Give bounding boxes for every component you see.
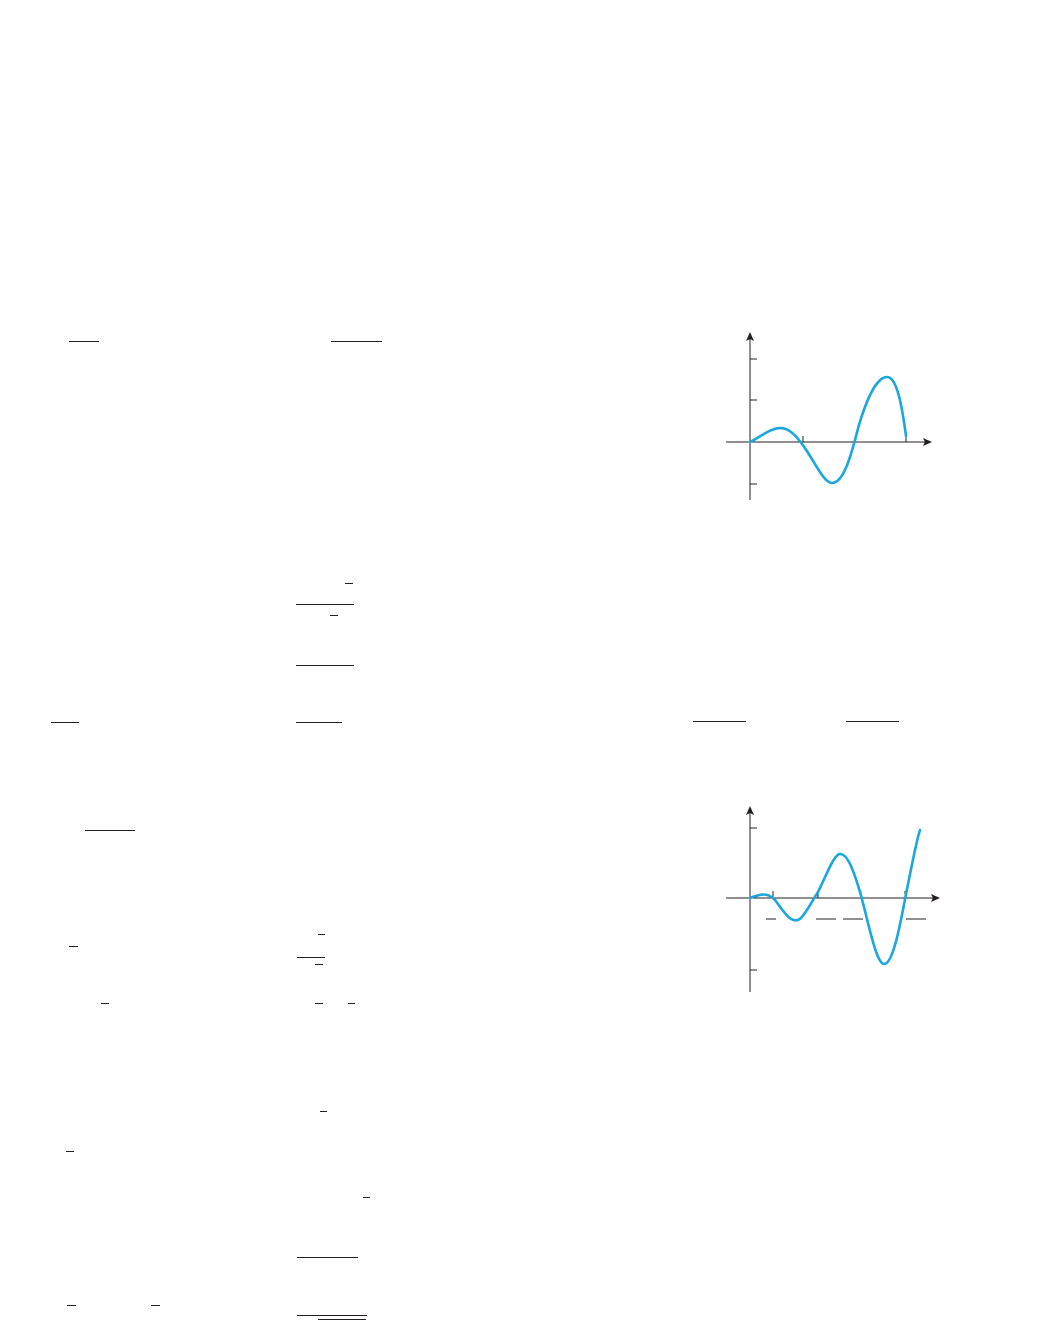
fraction-bar <box>846 721 899 722</box>
y-arrowhead <box>746 806 754 815</box>
fraction-bar <box>85 830 135 831</box>
fraction-bar <box>296 604 354 605</box>
fraction-bar <box>69 341 99 342</box>
fraction-bar <box>297 1315 367 1316</box>
curve <box>748 375 908 485</box>
fraction-bar <box>297 1257 358 1258</box>
radical-bar <box>66 1151 74 1152</box>
fraction-bar <box>296 722 342 723</box>
radical-bar <box>315 964 323 965</box>
x-arrowhead <box>923 438 932 446</box>
radical-bar <box>345 583 353 584</box>
radical-bar <box>318 934 325 935</box>
radical-bar <box>320 1111 327 1112</box>
fraction-bar <box>51 722 79 723</box>
fraction-bar <box>296 665 354 666</box>
radical-bar <box>69 946 78 947</box>
curve <box>748 828 922 966</box>
radical-bar <box>348 1003 355 1004</box>
radical-bar <box>67 1305 76 1306</box>
fraction-bar <box>693 721 746 722</box>
radical-bar <box>101 1003 109 1004</box>
radical-bar <box>151 1305 160 1306</box>
radical-bar <box>363 1197 370 1198</box>
radical-bar <box>330 615 338 616</box>
y-arrowhead <box>746 332 754 341</box>
graph-top <box>726 332 932 500</box>
fraction-bar <box>297 957 325 958</box>
graph-bottom <box>726 806 940 992</box>
x-arrowhead <box>931 894 940 902</box>
fraction-bar <box>331 341 382 342</box>
radical-bar <box>318 1319 366 1320</box>
radical-bar <box>315 1003 323 1004</box>
